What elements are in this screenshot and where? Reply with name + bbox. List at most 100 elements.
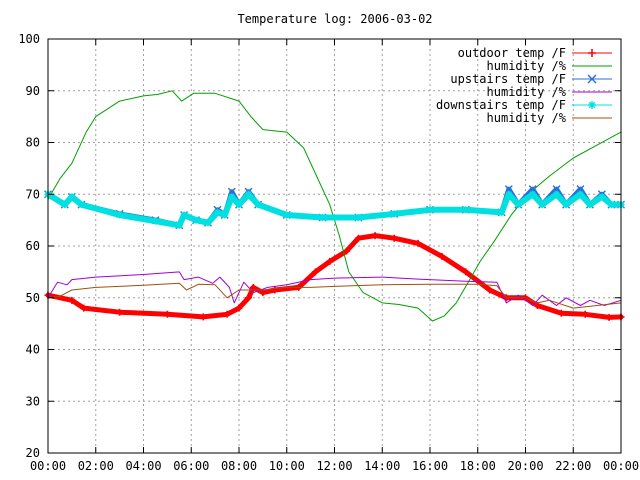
x-tick-label: 10:00 bbox=[269, 459, 305, 473]
data-point bbox=[68, 193, 76, 201]
data-point bbox=[342, 247, 350, 255]
data-point bbox=[192, 216, 200, 224]
data-point bbox=[607, 201, 615, 209]
data-point bbox=[553, 190, 561, 198]
x-tick-label: 16:00 bbox=[412, 459, 448, 473]
series-3 bbox=[47, 271, 622, 306]
series-markers bbox=[44, 190, 625, 229]
data-point bbox=[552, 185, 561, 194]
data-point bbox=[354, 214, 362, 222]
data-point bbox=[151, 217, 159, 225]
data-point bbox=[504, 185, 513, 194]
data-point bbox=[80, 304, 88, 312]
data-point bbox=[562, 201, 570, 209]
data-point bbox=[175, 221, 183, 229]
legend-marker bbox=[588, 101, 596, 109]
legend-label: downstairs temp /F bbox=[436, 98, 566, 112]
legend-item: outdoor temp /F bbox=[458, 46, 612, 60]
x-tick-label: 06:00 bbox=[173, 459, 209, 473]
series-line bbox=[47, 282, 622, 309]
series-4 bbox=[44, 190, 625, 229]
data-point bbox=[199, 313, 207, 321]
data-point bbox=[529, 190, 537, 198]
series-5 bbox=[47, 282, 622, 309]
legend-label: outdoor temp /F bbox=[458, 46, 566, 60]
y-tick-label: 100 bbox=[18, 32, 40, 46]
series-markers bbox=[44, 185, 625, 230]
legend-item: downstairs temp /F bbox=[436, 98, 612, 112]
data-point bbox=[426, 206, 434, 214]
chart-grid bbox=[48, 39, 621, 453]
data-point bbox=[390, 210, 398, 218]
data-point bbox=[576, 185, 585, 194]
y-tick-label: 30 bbox=[26, 394, 40, 408]
legend-marker bbox=[588, 49, 596, 57]
legend-marker bbox=[587, 74, 597, 84]
x-tick-label: 02:00 bbox=[78, 459, 114, 473]
x-tick-label: 00:00 bbox=[603, 459, 639, 473]
data-point bbox=[227, 187, 236, 196]
data-point bbox=[214, 208, 222, 216]
data-point bbox=[180, 211, 188, 219]
legend-item: humidity /% bbox=[487, 59, 612, 73]
y-tick-label: 50 bbox=[26, 291, 40, 305]
data-point bbox=[221, 211, 229, 219]
chart-ticks: 20 30 40 50 60 70 80 90 100 00:00 02:00 04:00 06:00 0… bbox=[18, 32, 639, 473]
data-point bbox=[271, 286, 279, 294]
data-point bbox=[354, 234, 362, 242]
data-point bbox=[498, 208, 506, 216]
x-tick-label: 00:00 bbox=[30, 459, 66, 473]
data-point bbox=[245, 294, 253, 302]
x-tick-label: 20:00 bbox=[507, 459, 543, 473]
data-point bbox=[390, 234, 398, 242]
data-point bbox=[245, 190, 253, 198]
data-point bbox=[116, 308, 124, 316]
data-point bbox=[414, 239, 422, 247]
series-line bbox=[47, 90, 622, 322]
x-tick-label: 04:00 bbox=[125, 459, 161, 473]
series-line bbox=[45, 191, 624, 229]
data-point bbox=[116, 211, 124, 219]
chart-series bbox=[44, 90, 625, 322]
x-tick-label: 18:00 bbox=[460, 459, 496, 473]
data-point bbox=[235, 201, 243, 209]
y-tick-label: 40 bbox=[26, 343, 40, 357]
data-point bbox=[311, 268, 319, 276]
chart-title: Temperature log: 2006-03-02 bbox=[237, 12, 432, 26]
data-point bbox=[68, 296, 76, 304]
data-point bbox=[283, 211, 291, 219]
data-point bbox=[371, 232, 379, 240]
legend-item: humidity /% bbox=[487, 111, 612, 125]
data-point bbox=[462, 268, 470, 276]
y-tick-label: 60 bbox=[26, 239, 40, 253]
data-point bbox=[586, 201, 594, 209]
data-point bbox=[462, 206, 470, 214]
data-point bbox=[557, 309, 565, 317]
data-point bbox=[598, 193, 606, 201]
data-point bbox=[576, 190, 584, 198]
x-tick-label: 22:00 bbox=[555, 459, 591, 473]
y-tick-label: 70 bbox=[26, 187, 40, 201]
data-point bbox=[514, 201, 522, 209]
data-point bbox=[235, 304, 243, 312]
data-point bbox=[528, 185, 537, 194]
legend-item: humidity /% bbox=[487, 85, 612, 99]
series-2 bbox=[44, 185, 625, 230]
legend-item: upstairs temp /F bbox=[450, 72, 612, 86]
data-point bbox=[505, 190, 513, 198]
series-1 bbox=[47, 90, 622, 322]
data-point bbox=[438, 252, 446, 260]
data-point bbox=[163, 310, 171, 318]
data-point bbox=[486, 286, 494, 294]
data-point bbox=[228, 193, 236, 201]
legend-label: upstairs temp /F bbox=[450, 72, 566, 86]
legend-label: humidity /% bbox=[487, 85, 567, 99]
legend-label: humidity /% bbox=[487, 111, 567, 125]
y-tick-label: 80 bbox=[26, 136, 40, 150]
y-tick-label: 20 bbox=[26, 446, 40, 460]
data-point bbox=[61, 201, 69, 209]
data-point bbox=[605, 313, 613, 321]
data-point bbox=[326, 258, 334, 266]
